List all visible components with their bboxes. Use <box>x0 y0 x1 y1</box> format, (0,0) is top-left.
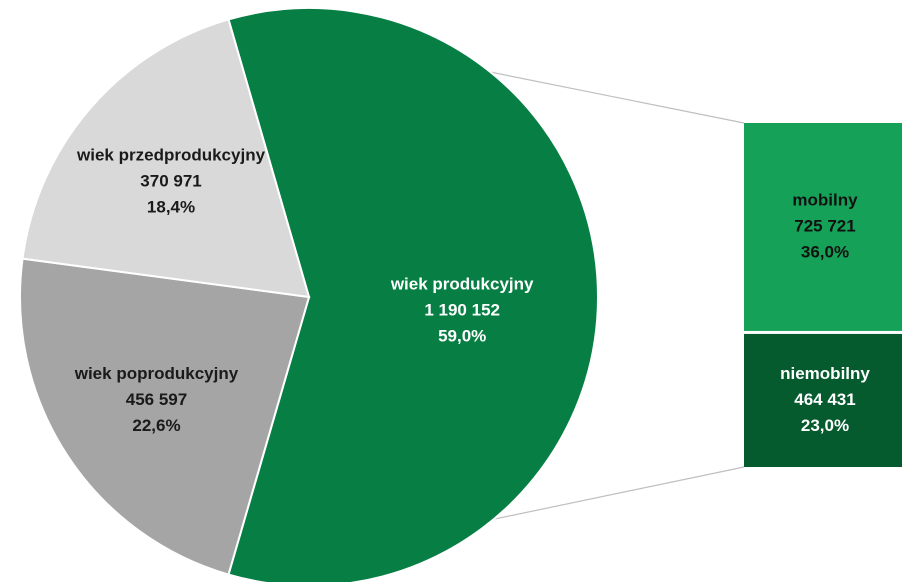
data-labels: wiek produkcyjny 1 190 152 59,0% wiek popro… <box>74 146 871 435</box>
pie <box>19 7 600 582</box>
label-category-niemobilny: niemobilny <box>780 364 870 383</box>
label-category-wiek-przedprodukcyjny: wiek przedprodukcyjny <box>76 146 266 165</box>
breakdown-bar <box>744 123 902 467</box>
label-percent-wiek-przedprodukcyjny: 18,4% <box>147 198 195 217</box>
label-value-wiek-przedprodukcyjny: 370 971 <box>140 172 201 191</box>
label-value-mobilny: 725 721 <box>794 216 855 235</box>
label-category-wiek-produkcyjny: wiek produkcyjny <box>390 274 534 293</box>
label-percent-wiek-poprodukcyjny: 22,6% <box>132 416 180 435</box>
label-category-wiek-poprodukcyjny: wiek poprodukcyjny <box>74 364 239 383</box>
label-percent-wiek-produkcyjny: 59,0% <box>438 326 486 345</box>
bar-segment-niemobilny <box>744 333 902 467</box>
label-category-mobilny: mobilny <box>792 190 858 209</box>
label-value-wiek-produkcyjny: 1 190 152 <box>424 300 500 319</box>
label-value-wiek-poprodukcyjny: 456 597 <box>126 390 187 409</box>
pie-slice-wiek-poprodukcyjny <box>19 257 311 576</box>
pie-slice-wiek-produkcyjny <box>227 7 600 582</box>
label-percent-niemobilny: 23,0% <box>801 416 849 435</box>
label-percent-mobilny: 36,0% <box>801 242 849 261</box>
label-value-niemobilny: 464 431 <box>794 390 855 409</box>
pie-slice-wiek-przedprodukcyjny <box>21 18 311 299</box>
bar-segment-mobilny <box>744 123 902 331</box>
